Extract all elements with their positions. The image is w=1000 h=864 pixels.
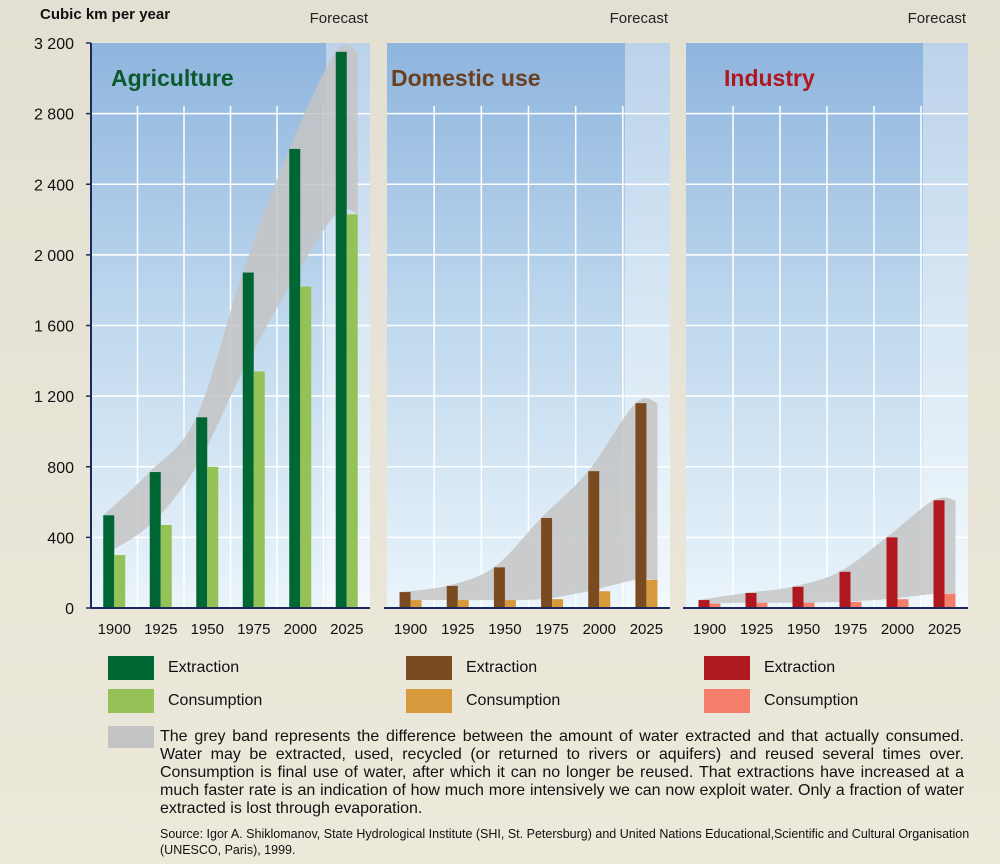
extraction-bar-2025: [933, 500, 945, 608]
y-tick-label: 0: [65, 601, 74, 618]
y-tick-label: 400: [47, 530, 74, 547]
panel-industry: Forecast 1900 1925 1950 1975 2000 2025 Industry: [683, 10, 968, 638]
y-tick-label: 1 200: [34, 389, 74, 406]
extraction-bar-1925: [149, 472, 161, 608]
extraction-bar-1950: [792, 586, 804, 608]
consumption-bar-1900: [410, 600, 422, 608]
consumption-bar-2025: [944, 593, 956, 608]
y-tick-label: 800: [47, 460, 74, 477]
extraction-bar-1900: [399, 592, 411, 608]
x-tick-label: 2000: [583, 621, 616, 638]
x-tick-label: 1950: [191, 621, 224, 638]
extraction-bar-1975: [541, 517, 553, 608]
extraction-bar-1900: [698, 600, 710, 608]
legend-swatch: [406, 656, 452, 680]
y-tick-label: 2 000: [34, 248, 74, 265]
legend-swatch: [704, 656, 750, 680]
consumption-bar-1975: [552, 599, 564, 608]
legend-label: Extraction: [466, 659, 538, 676]
legend-swatch: [108, 689, 154, 713]
x-tick-label: 2000: [881, 621, 914, 638]
band-legend-swatch: [108, 726, 154, 748]
consumption-bar-2000: [599, 591, 611, 608]
x-tick-label: 1900: [98, 621, 131, 638]
consumption-bar-1925: [756, 602, 768, 608]
consumption-bar-1925: [160, 525, 172, 608]
extraction-bar-2000: [289, 148, 301, 608]
legend-consumption: Consumption: [108, 689, 262, 713]
consumption-bar-2025: [646, 579, 658, 608]
panel-title: Agriculture: [111, 65, 234, 91]
y-tick-label: 1 600: [34, 319, 74, 336]
x-tick-label: 2000: [284, 621, 317, 638]
x-tick-label: 1975: [834, 621, 867, 638]
consumption-bar-1925: [457, 600, 469, 608]
x-tick-label: 1925: [144, 621, 177, 638]
y-tick-label: 2 800: [34, 107, 74, 124]
consumption-bar-1950: [803, 602, 815, 608]
legend-label: Extraction: [168, 659, 240, 676]
extraction-bar-1950: [493, 567, 505, 608]
extraction-bar-1925: [745, 592, 757, 608]
legend-label: Consumption: [764, 692, 859, 709]
panel-title: Industry: [724, 65, 815, 91]
consumption-bar-1900: [709, 603, 721, 608]
consumption-bar-1950: [504, 600, 516, 608]
explanatory-note: The grey band represents the difference …: [160, 728, 964, 817]
extraction-bar-1975: [839, 571, 851, 608]
extraction-bar-2025: [335, 51, 347, 608]
panel-agriculture: Forecast 1900 1925 1950 1975 2000 2025 Agricult…: [34, 10, 370, 638]
consumption-bar-1975: [850, 601, 862, 608]
x-tick-label: 1975: [237, 621, 270, 638]
consumption-bar-2000: [300, 286, 312, 608]
extraction-bar-1950: [196, 417, 208, 608]
y-axis-label: Cubic km per year: [40, 6, 171, 23]
legend-swatch: [704, 689, 750, 713]
y-tick-label: 2 400: [34, 177, 74, 194]
x-tick-label: 2025: [928, 621, 961, 638]
extraction-bar-1900: [103, 515, 115, 608]
x-tick-label: 1950: [787, 621, 820, 638]
legend-consumption: Consumption: [704, 689, 858, 713]
extraction-bar-1925: [446, 585, 458, 608]
y-tick-label: 3 200: [34, 36, 74, 53]
extraction-bar-2025: [635, 403, 647, 608]
consumption-bar-2000: [897, 599, 909, 608]
consumption-bar-1975: [253, 371, 265, 608]
x-tick-label: 2025: [630, 621, 663, 638]
panel-title: Domestic use: [391, 65, 541, 91]
legend-label: Consumption: [466, 692, 561, 709]
x-tick-label: 1900: [394, 621, 427, 638]
legend-extraction: Extraction: [704, 656, 835, 680]
forecast-label: Forecast: [310, 10, 369, 27]
legend-extraction: Extraction: [406, 656, 537, 680]
panel-domestic-use: Forecast 1900 1925 1950 1975 2000 2025 Domestic…: [384, 10, 670, 638]
consumption-bar-2025: [346, 214, 358, 608]
forecast-label: Forecast: [908, 10, 967, 27]
consumption-bar-1900: [114, 555, 126, 608]
legend-extraction: Extraction: [108, 656, 239, 680]
x-tick-label: 1950: [488, 621, 521, 638]
legend-label: Extraction: [764, 659, 836, 676]
forecast-label: Forecast: [610, 10, 669, 27]
x-tick-label: 1925: [740, 621, 773, 638]
extraction-bar-1975: [242, 272, 254, 608]
x-tick-label: 1900: [693, 621, 726, 638]
legend-swatch: [108, 656, 154, 680]
source-note: Source: Igor A. Shiklomanov, State Hydro…: [160, 827, 970, 857]
extraction-bar-2000: [886, 537, 898, 608]
legend-consumption: Consumption: [406, 689, 560, 713]
x-tick-label: 2025: [330, 621, 363, 638]
legend-label: Consumption: [168, 692, 263, 709]
extraction-bar-2000: [588, 471, 600, 608]
x-tick-label: 1975: [535, 621, 568, 638]
legend-swatch: [406, 689, 452, 713]
consumption-bar-1950: [207, 466, 219, 608]
x-tick-label: 1925: [441, 621, 474, 638]
